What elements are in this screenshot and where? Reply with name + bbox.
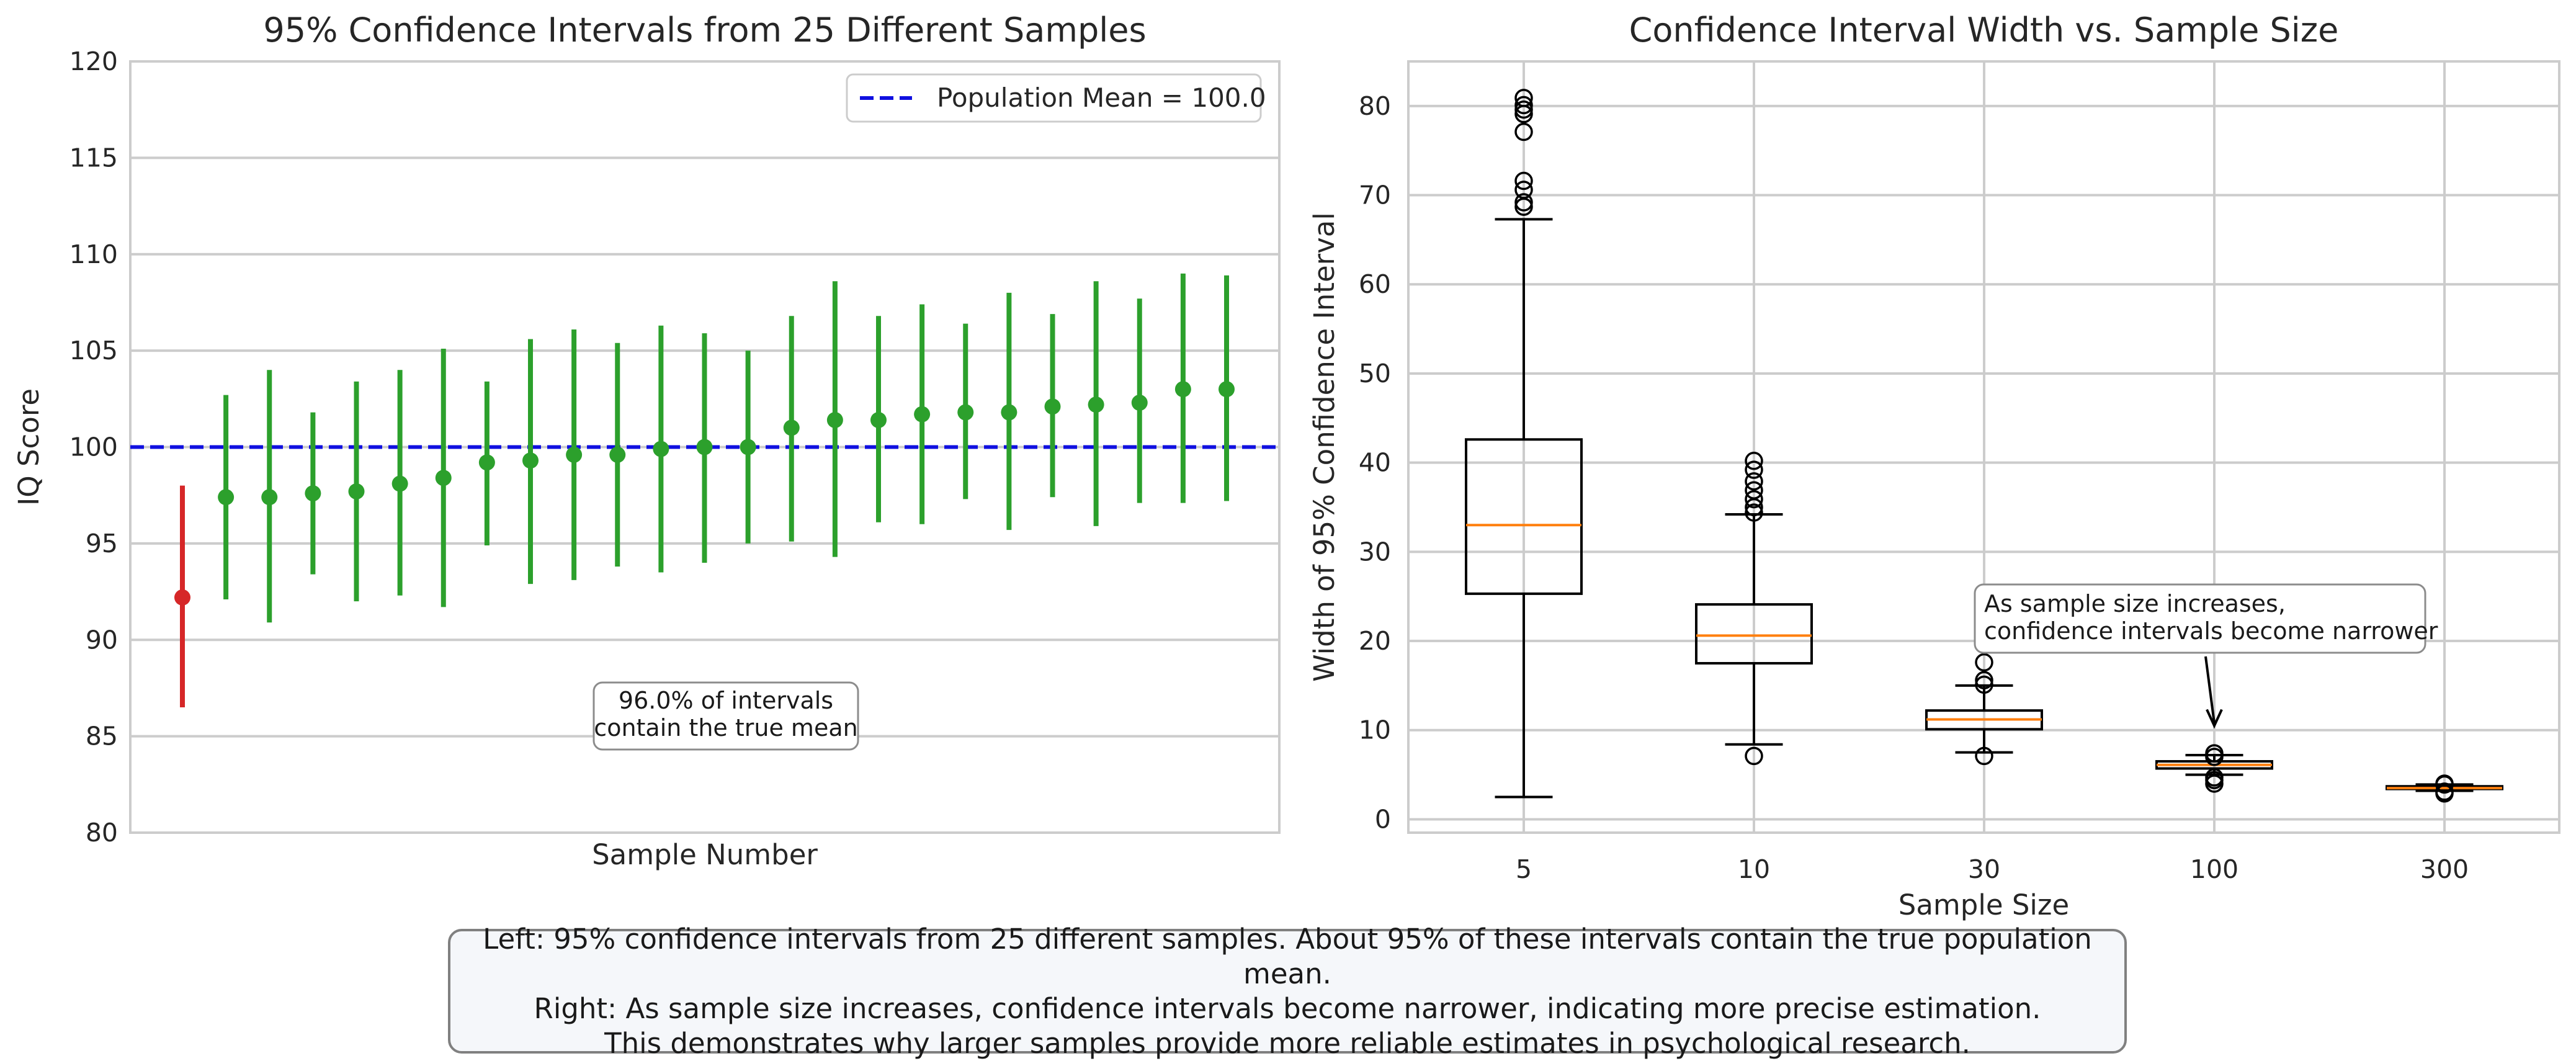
caption-line-2: Right: As sample size increases, confide… [534,992,2041,1025]
narrowing-annotation-box [1974,583,2426,654]
y-tick-label: 85 [86,722,118,751]
annotation-arrow-head [2206,709,2223,729]
box-outlier [2205,744,2224,763]
right-x-axis-label: Sample Size [1898,889,2069,921]
y-tick-label: 30 [1359,537,1391,566]
ci-mean-point [218,489,235,506]
plot-frame [1407,60,2560,834]
x-tick-label: 100 [2190,854,2238,884]
ci-mean-point [783,419,800,436]
box-outlier [1514,89,1533,107]
box-iqr [1695,603,1813,665]
y-tick-label: 95 [86,529,118,558]
ci-mean-point [696,439,713,455]
y-tick-label: 90 [86,625,118,655]
ci-mean-point [1001,404,1017,421]
box-outlier [1745,472,1763,491]
y-tick-label: 50 [1359,359,1391,388]
ci-mean-point [1219,381,1235,398]
box-outlier [1975,671,1993,690]
caption-line-3: This demonstrates why larger samples pro… [604,1026,1970,1060]
right-chart: 0 10 20 30 40 50 60 70 80 5 10 30 100 300 Confidence I… [1308,11,2560,921]
box-outlier [1514,193,1533,212]
y-tick-label: 80 [1359,91,1391,121]
left-x-axis-label: Sample Number [592,838,818,871]
box-outlier [1514,122,1533,141]
left-y-axis-label: IQ Score [12,388,45,506]
x-tick-label: 10 [1738,854,1770,884]
box-outlier [1975,675,1993,694]
box-outlier [1975,746,1993,766]
box-outlier [1745,490,1763,509]
y-tick-label: 40 [1359,448,1391,478]
annotation-arrow-shaft [2204,656,2216,723]
box-outlier [1514,100,1533,119]
left-chart: 80 85 90 95 100 105 110 115 120 95% Confidence In… [12,11,1281,871]
narrowing-annotation-text: As sample size increases, [1984,590,2286,617]
x-tick-label: 30 [1968,854,2000,884]
y-tick-label: 60 [1359,269,1391,299]
ci-mean-point [914,406,931,423]
box-outlier [1745,746,1763,766]
ci-mean-point [305,485,321,502]
ci-mean-point [1088,396,1104,413]
box-outlier [1514,96,1533,115]
y-tick-label: 20 [1359,626,1391,656]
y-tick-label: 105 [69,336,118,365]
box-outlier [1745,452,1763,470]
legend-label: Population Mean = 100.0 [937,83,1266,113]
coverage-annotation-text: contain the true mean [594,714,857,741]
legend-box [846,73,1262,123]
y-tick-label: 100 [69,432,118,462]
ci-mean-point [957,404,974,421]
y-tick-label: 10 [1359,715,1391,745]
y-tick-label: 0 [1375,804,1391,834]
narrowing-annotation-text: confidence intervals become narrower [1984,617,2438,645]
box-outlier [2435,774,2454,793]
ci-mean-point [1131,395,1148,411]
left-chart-title: 95% Confidence Intervals from 25 Differe… [263,11,1146,50]
ci-mean-point [653,441,669,457]
coverage-annotation-box [593,681,859,751]
box-outlier [1745,503,1763,522]
ci-mean-point [870,411,887,428]
ci-mean-point [391,475,408,492]
caption-line-1: Left: 95% confidence intervals from 25 d… [483,922,2092,990]
y-tick-label: 80 [86,818,118,848]
ci-mean-point [1174,381,1191,398]
right-y-axis-label: Width of 95% Confidence Interval [1308,212,1341,682]
box-iqr [1465,438,1583,595]
ci-mean-point [435,470,452,486]
ci-mean-point [826,411,843,428]
box-outlier [1514,171,1533,190]
coverage-annotation-text: 96.0% of intervals [619,687,833,714]
box-outlier [1975,653,1993,672]
box-outlier [2435,782,2454,801]
ci-mean-point [261,489,278,506]
box-outlier [1514,181,1533,199]
box-outlier [2205,768,2224,787]
y-tick-label: 120 [69,47,118,76]
y-tick-label: 115 [69,143,118,172]
ci-mean-point [1044,398,1061,415]
x-tick-label: 300 [2420,854,2469,884]
y-tick-label: 110 [69,240,118,269]
box-outlier [1745,481,1763,499]
ci-mean-point [174,589,190,606]
ci-mean-point [609,446,626,463]
ci-mean-point [348,483,365,499]
ci-mean-point [522,452,539,469]
box-outlier [1745,460,1763,479]
ci-mean-point [478,454,495,471]
caption-box: Left: 95% confidence intervals from 25 d… [448,923,2127,1060]
ci-mean-point [566,446,583,463]
ci-mean-point [740,439,756,455]
y-tick-label: 70 [1359,181,1391,210]
x-tick-label: 5 [1516,854,1532,884]
right-chart-title: Confidence Interval Width vs. Sample Siz… [1629,11,2339,50]
